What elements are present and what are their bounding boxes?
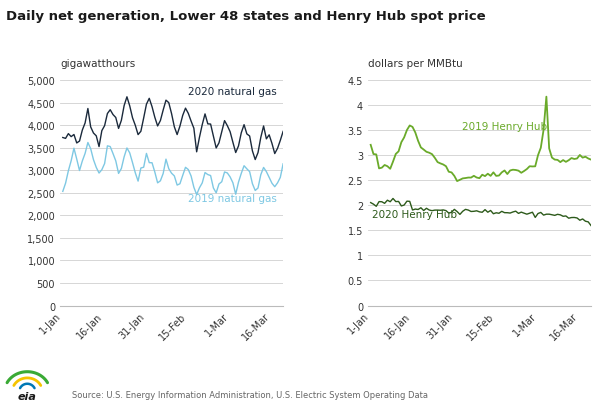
Text: Source: U.S. Energy Information Administration, U.S. Electric System Operating D: Source: U.S. Energy Information Administ… (72, 390, 428, 399)
Text: eia: eia (18, 391, 37, 401)
Text: gigawatthours: gigawatthours (60, 59, 135, 69)
Text: dollars per MMBtu: dollars per MMBtu (368, 59, 463, 69)
Text: 2020 natural gas: 2020 natural gas (188, 87, 277, 97)
Text: 2019 Henry Hub: 2019 Henry Hub (461, 122, 547, 132)
Text: 2020 Henry Hub: 2020 Henry Hub (373, 209, 457, 219)
Text: 2019 natural gas: 2019 natural gas (188, 193, 277, 203)
Text: Daily net generation, Lower 48 states and Henry Hub spot price: Daily net generation, Lower 48 states an… (6, 10, 485, 23)
